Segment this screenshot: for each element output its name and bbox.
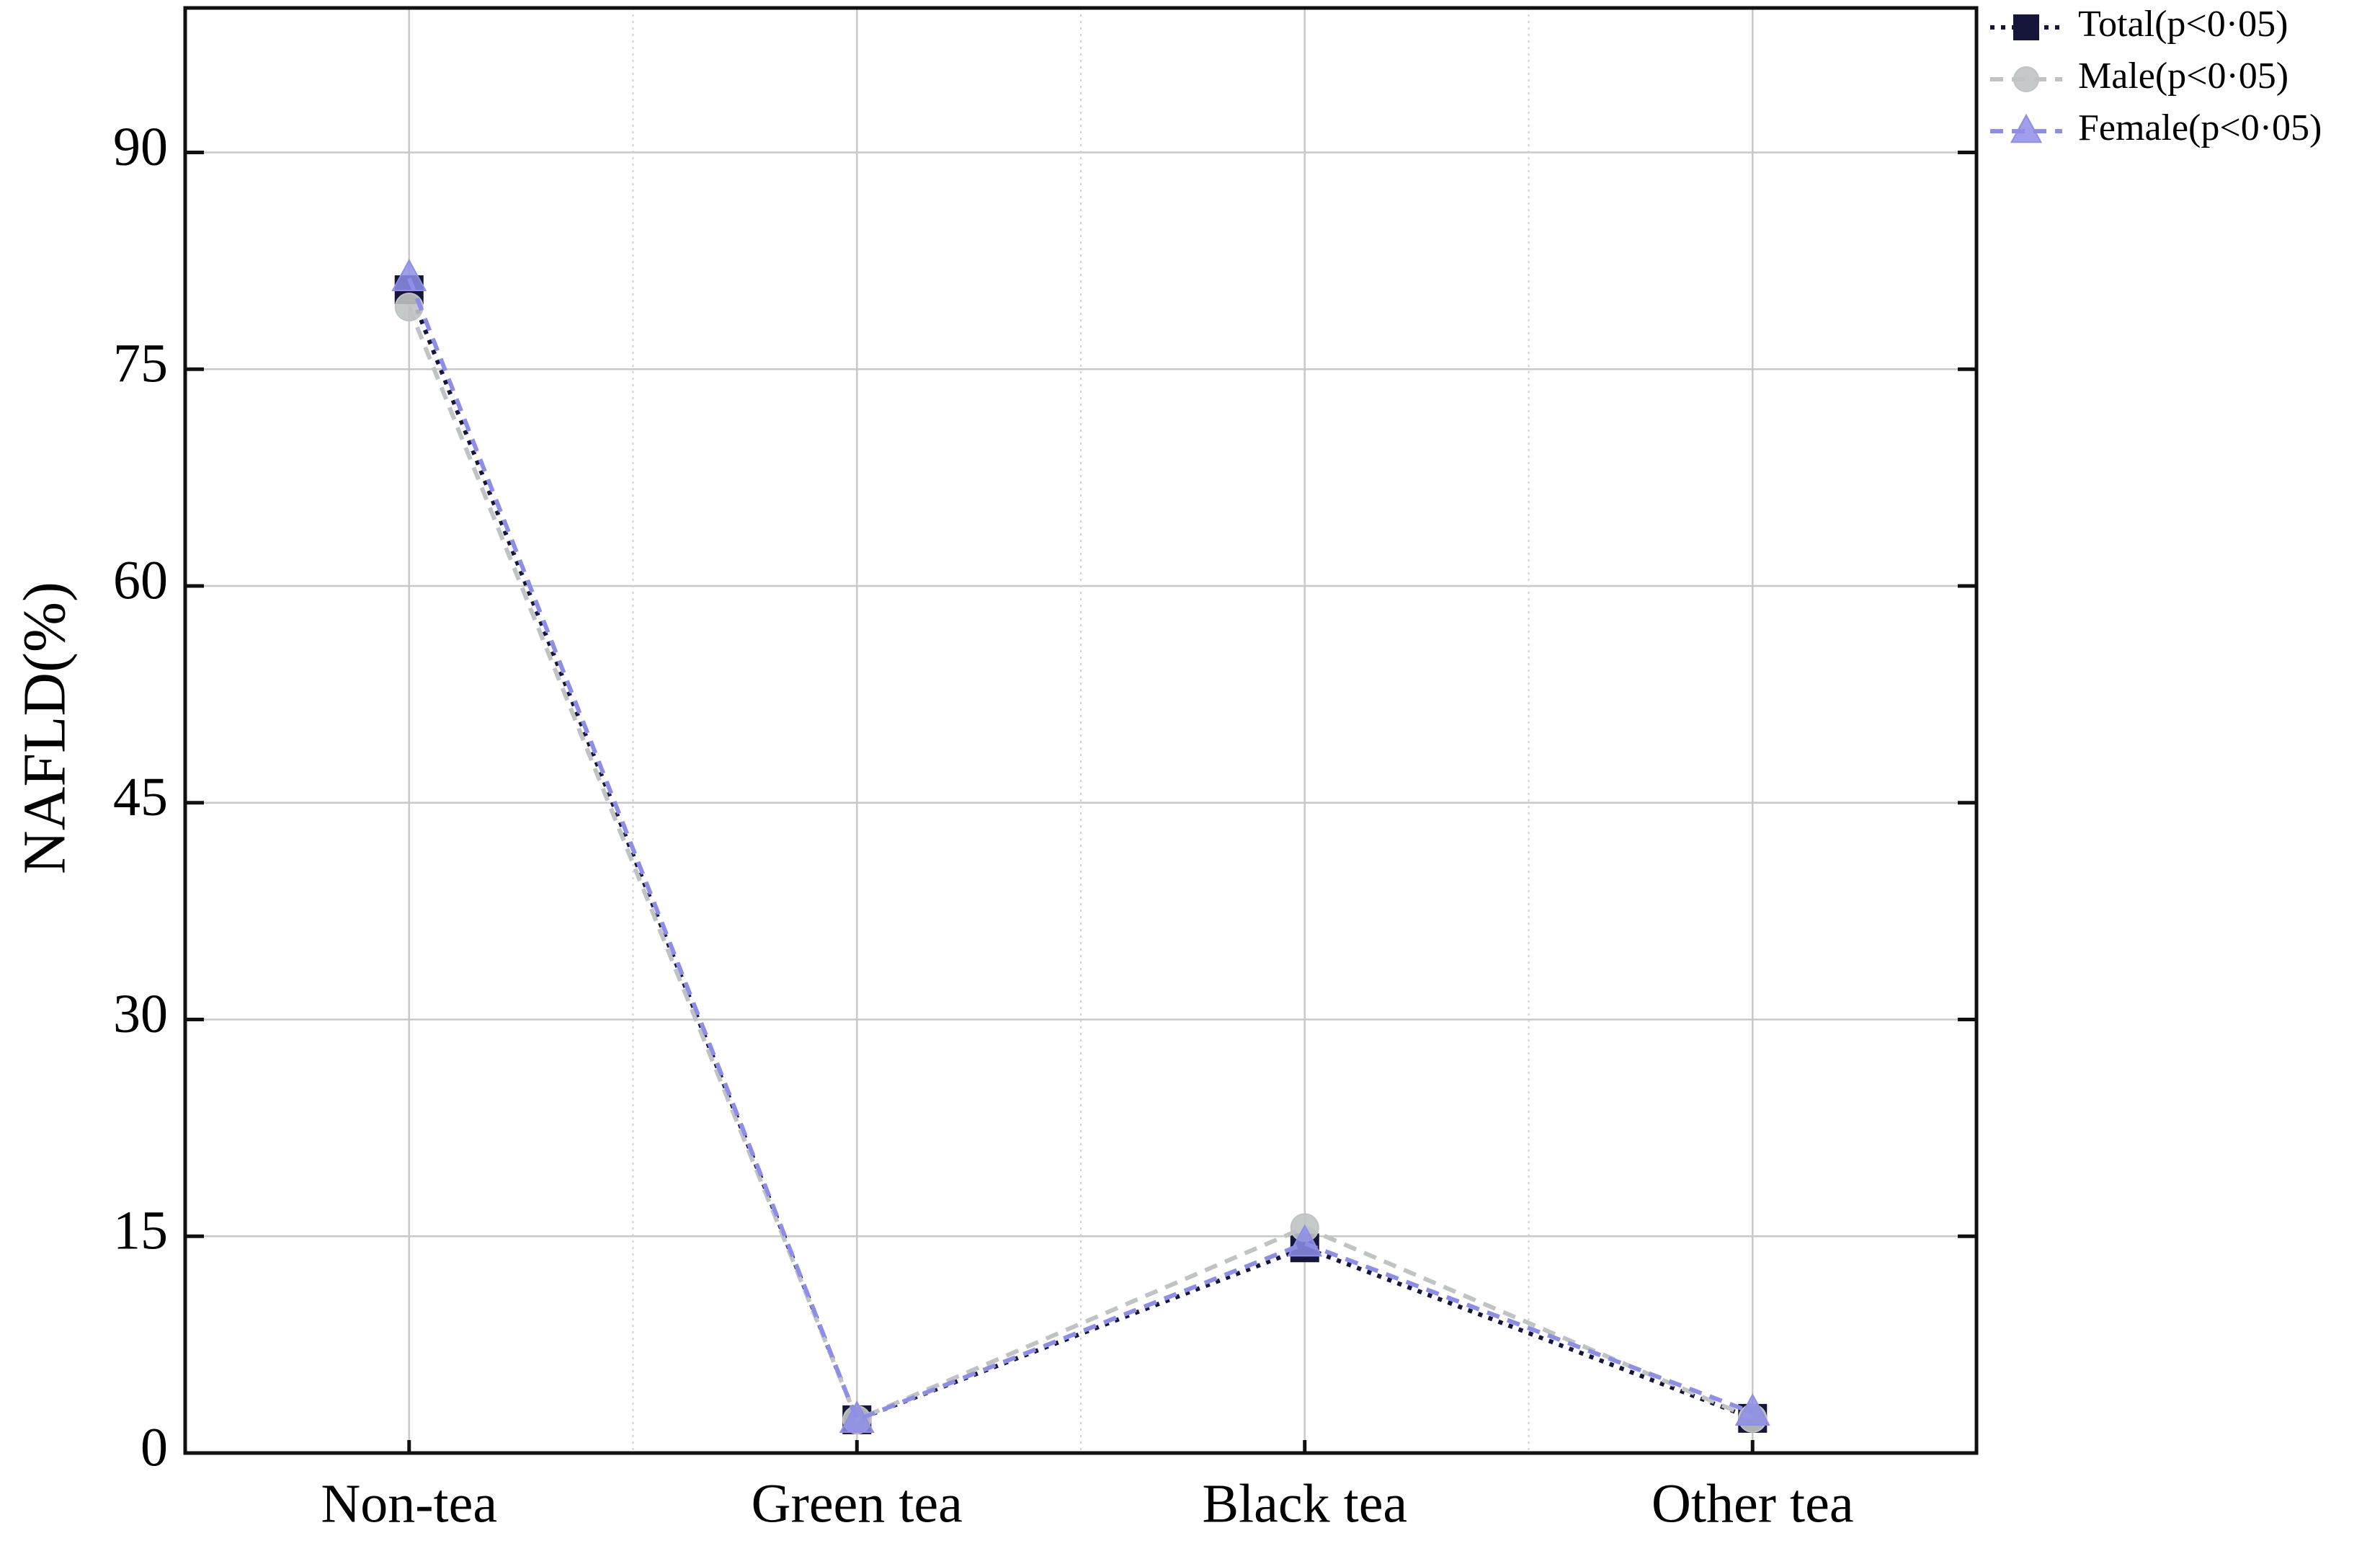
point: [391, 259, 427, 292]
y-tick-label: 90: [113, 117, 168, 177]
legend-marker: [2013, 14, 2039, 40]
x-tick-label: Other tea: [1652, 1473, 1854, 1534]
y-tick-label: 60: [113, 550, 168, 610]
x-tick-label: Black tea: [1202, 1473, 1407, 1534]
point: [1734, 1393, 1770, 1426]
series: [394, 293, 1768, 1434]
y-tick-label: 45: [113, 767, 168, 827]
legend-label: Total(p<0·05): [2078, 4, 2288, 45]
series-line: [406, 277, 1754, 1423]
y-axis-label: NAFLD(%): [11, 582, 78, 874]
plot-frame: [183, 6, 1979, 1455]
legend-label: Female(p<0·05): [2078, 107, 2322, 148]
series: [391, 259, 1770, 1433]
legend-label: Male(p<0·05): [2078, 55, 2288, 97]
y-tick-label: 30: [113, 984, 168, 1044]
legend-marker: [2010, 113, 2043, 143]
point: [1287, 1224, 1323, 1257]
legend-marker: [2013, 66, 2039, 92]
y-tick-label: 15: [113, 1201, 168, 1261]
series-line: [406, 288, 1754, 1423]
series-line: [406, 306, 1754, 1423]
y-tick-label: 75: [113, 334, 168, 394]
point: [839, 1400, 875, 1433]
x-tick-label: Green tea: [752, 1473, 963, 1534]
y-tick-label: 0: [141, 1417, 168, 1478]
x-tick-label: Non-tea: [321, 1473, 497, 1534]
